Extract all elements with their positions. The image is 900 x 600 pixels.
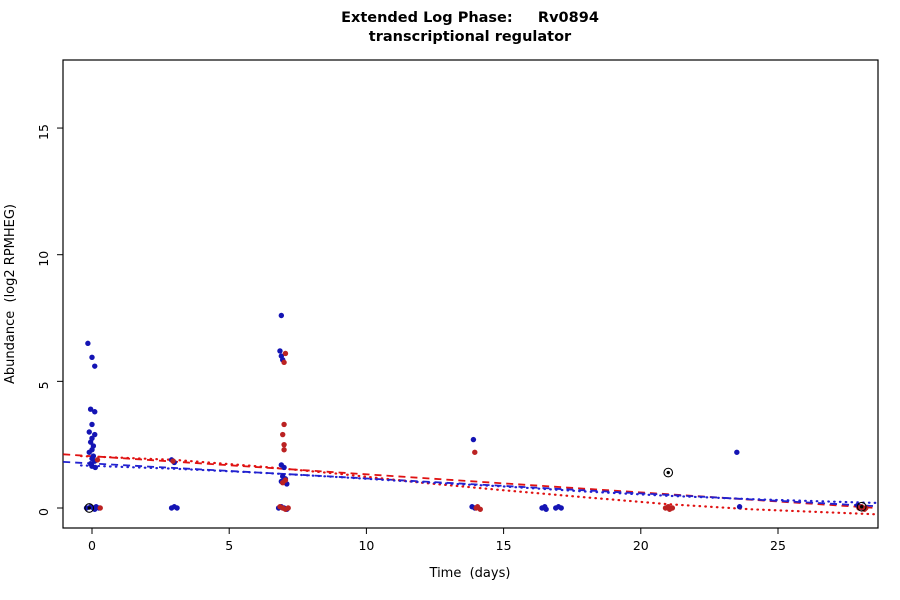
circled-point-ring [84, 503, 95, 513]
data-point-red [97, 505, 103, 511]
data-point-blue [89, 421, 95, 428]
data-point-blue [281, 464, 287, 471]
data-point-red [285, 505, 291, 511]
y-axis-label: Abundance (log2 RPMHEG) [3, 204, 18, 384]
x-tick-label: 10 [358, 538, 374, 553]
circled-point-ring [856, 501, 867, 512]
data-point-blue [92, 409, 98, 415]
data-point-blue [86, 449, 92, 455]
circled-point-dot [87, 506, 91, 510]
data-point-red [281, 359, 287, 366]
data-point-blue [87, 406, 94, 412]
circled-point-dot [666, 470, 670, 475]
data-point-blue [92, 431, 98, 438]
data-point-red [281, 441, 287, 448]
data-point-red [94, 457, 101, 463]
chart-layer: 0 5 10 15 20 25 0 5 10 15 [36, 59, 879, 553]
data-point-blue [734, 449, 740, 455]
data-point-blue [92, 464, 98, 471]
data-point-red [477, 506, 483, 512]
data-point-blue [543, 506, 549, 512]
data-point-blue [92, 363, 98, 369]
data-point-red [280, 479, 286, 486]
data-point-red [472, 449, 478, 455]
chart-title-line1: Extended Log Phase: Rv0894 [341, 10, 599, 26]
circled-point-ring [663, 467, 674, 478]
data-point-blue [86, 429, 92, 435]
y-tick-label: 15 [36, 124, 51, 140]
plot-box [62, 59, 879, 529]
data-point-blue [87, 439, 94, 445]
data-point-red [280, 431, 286, 438]
x-tick-label: 15 [496, 538, 512, 553]
trend-line-red-dashed [63, 453, 877, 509]
data-point-blue [278, 312, 285, 319]
x-tick-label: 25 [770, 538, 786, 553]
x-tick-label: 20 [633, 538, 649, 553]
data-point-red [669, 505, 676, 511]
data-point-blue [277, 348, 283, 354]
data-point-blue [736, 504, 743, 510]
y-tick-label: 10 [36, 251, 51, 267]
circled-point-dot [859, 505, 864, 509]
data-point-blue [558, 505, 564, 511]
data-point-blue [470, 436, 477, 443]
x-axis-label: Time (days) [429, 566, 511, 581]
data-point-red [281, 421, 287, 428]
trend-line-blue-dashed [63, 461, 877, 508]
data-point-red [281, 447, 287, 453]
x-tick-label: 5 [225, 538, 233, 553]
trend-line-blue-dotted [79, 464, 878, 505]
data-point-red [282, 350, 289, 357]
y-tick-label: 5 [36, 381, 51, 389]
data-point-red [170, 458, 176, 464]
x-tick-label: 0 [88, 538, 96, 553]
data-point-blue [85, 340, 91, 347]
data-point-blue [174, 505, 180, 511]
y-tick-label: 0 [36, 508, 51, 516]
chart-title-line2: transcriptional regulator [369, 29, 572, 45]
data-point-blue [89, 354, 95, 360]
trend-line-red-dotted [79, 454, 878, 516]
